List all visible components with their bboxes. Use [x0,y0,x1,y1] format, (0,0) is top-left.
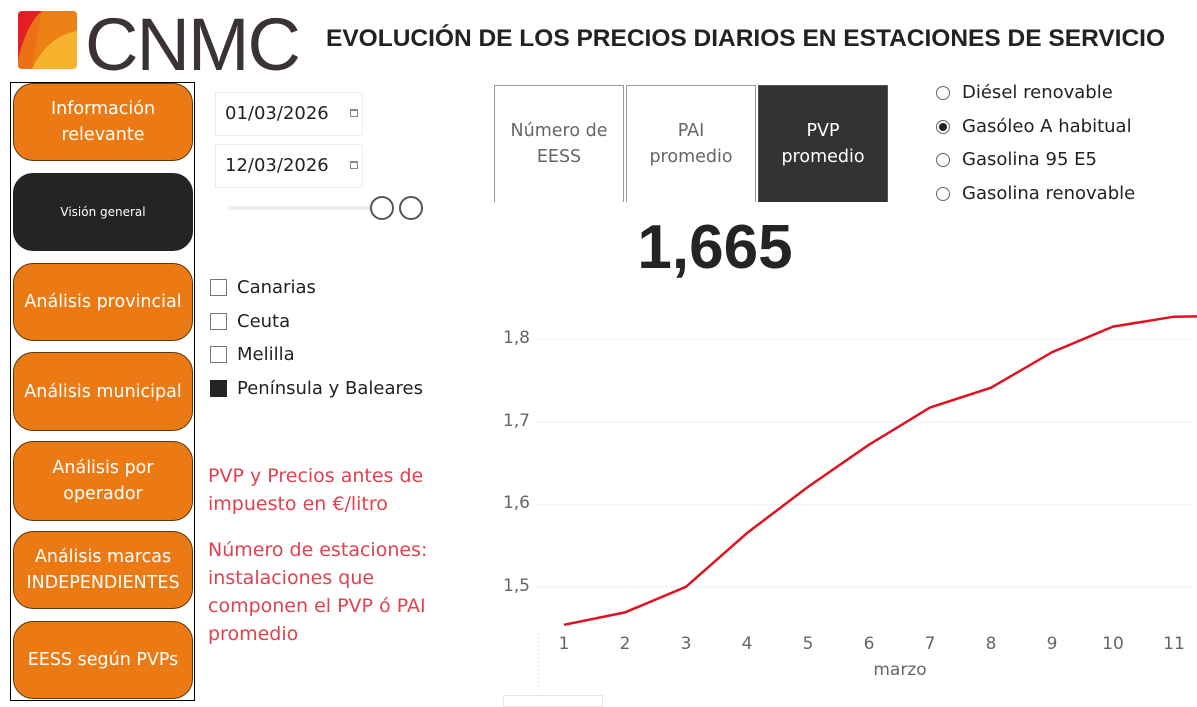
region-peninsula-baleares[interactable]: Península y Baleares [210,378,423,399]
calendar-icon[interactable] [350,109,358,117]
kpi-value: 1,665 [637,213,793,282]
checkbox-icon[interactable] [210,279,227,296]
end-date-value: 12/03/2026 [225,155,329,176]
region-ceuta[interactable]: Ceuta [210,311,290,332]
radio-icon[interactable] [936,186,950,201]
nav-analisis-provincial[interactable]: Análisis provincial [13,263,193,341]
x-tick-label: 8 [985,634,997,654]
nav-eess-segun-pvps[interactable]: EESS según PVPs [13,621,193,699]
x-tick-label: 11 [1163,634,1185,654]
fuel-label: Diésel renovable [962,82,1113,103]
note-stations: Número de estaciones: instalaciones que … [208,539,428,645]
nav-vision-general[interactable]: Visión general [13,173,193,251]
tile-pai-promedio[interactable]: PAI promedio [626,85,756,202]
x-tick-label: 9 [1046,634,1058,654]
region-label: Ceuta [237,311,291,332]
y-tick-label: 1,8 [502,328,530,348]
checkbox-icon[interactable] [210,346,227,363]
nav-analisis-municipal[interactable]: Análisis municipal [13,352,193,431]
x-tick-label: 7 [924,634,936,654]
series-line[interactable] [563,315,1197,627]
end-date-input[interactable]: 12/03/2026 [215,144,363,188]
fuel-label: Gasolina renovable [962,183,1136,204]
start-date-value: 01/03/2026 [225,103,329,124]
y-tick-label: 1,6 [502,493,530,514]
date-slider-track[interactable] [228,206,383,210]
sidebar-nav: Información relevante Visión general Aná… [10,82,195,701]
fuel-diesel-renovable[interactable]: Diésel renovable [936,82,1113,103]
cnmc-logo-mark [18,11,77,69]
radio-icon[interactable] [936,85,950,100]
region-label: Melilla [237,344,295,365]
y-tick-label: 1,7 [502,410,530,431]
x-tick-label: 2 [619,634,631,654]
date-slider-start-handle[interactable] [370,196,394,220]
tile-numero-eess[interactable]: Número de EESS [494,85,624,202]
cnmc-logo: CNMC [85,3,301,86]
x-tick-label: 3 [680,634,692,654]
x-tick-label: 5 [802,634,814,654]
fuel-gasolina-95[interactable]: Gasolina 95 E5 [936,149,1097,170]
radio-selected-icon[interactable] [936,119,950,134]
x-tick-label: 4 [741,634,753,654]
start-date-input[interactable]: 01/03/2026 [215,92,363,136]
tile-pvp-promedio[interactable]: PVP promedio [758,85,888,202]
x-axis-title: marzo [873,660,927,680]
y-tick-label: 1,5 [502,575,530,596]
tile-label: PAI promedio [649,121,733,167]
region-label: Canarias [237,277,316,298]
note-units: PVP y Precios antes de impuesto en €/lit… [208,465,424,515]
checkbox-checked-icon[interactable] [210,380,227,397]
nav-analisis-marcas[interactable]: Análisis marcas INDEPENDIENTES [13,531,193,609]
checkbox-icon[interactable] [210,313,227,330]
date-slider-end-handle[interactable] [399,196,423,220]
region-label: Península y Baleares [237,378,423,399]
x-tick-label: 1 [558,634,570,654]
tile-label: Número de EESS [510,121,608,167]
radio-icon[interactable] [936,152,950,167]
x-tick-label: 6 [863,634,875,654]
page-title: EVOLUCIÓN DE LOS PRECIOS DIARIOS EN ESTA… [326,25,1166,52]
nav-informacion-relevante[interactable]: Información relevante [13,83,193,161]
calendar-icon[interactable] [350,161,358,169]
nav-analisis-operador[interactable]: Análisis por operador [13,441,193,521]
region-melilla[interactable]: Melilla [210,344,295,365]
tile-label: PVP promedio [781,121,865,167]
fuel-label: Gasóleo A habitual [962,116,1132,137]
fuel-label: Gasolina 95 E5 [962,149,1097,170]
fuel-gasolina-renovable[interactable]: Gasolina renovable [936,183,1135,204]
x-tick-label: 10 [1102,634,1124,654]
page-tab[interactable] [503,695,603,707]
region-canarias[interactable]: Canarias [210,277,316,298]
fuel-gasoleo-a[interactable]: Gasóleo A habitual [936,116,1132,137]
